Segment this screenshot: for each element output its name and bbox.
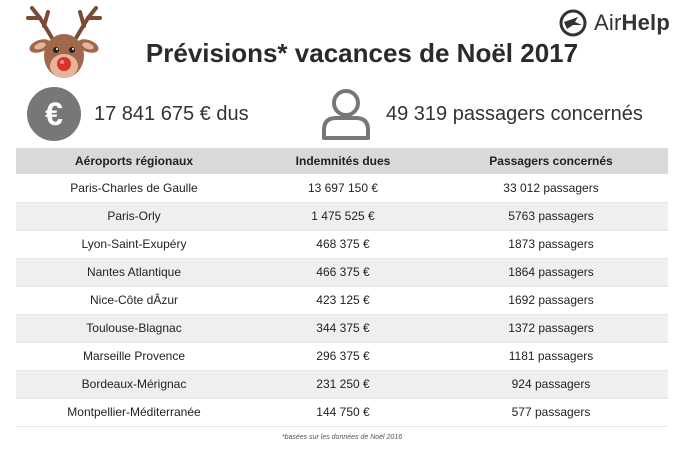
passengers-total: 49 319 passagers concernés — [386, 102, 643, 125]
table-row: Nice-Côte dÂzur 423 125 € 1692 passagers — [16, 286, 668, 315]
table-row: Paris-Orly 1 475 525 € 5763 passagers — [16, 202, 668, 231]
passengers-cell: 1864 passagers — [434, 258, 668, 287]
table-row: Nantes Atlantique 466 375 € 1864 passage… — [16, 258, 668, 287]
compensation-cell: 468 375 € — [252, 230, 434, 259]
airhelp-logo: AirHelp — [558, 8, 670, 38]
airport-cell: Nice-Côte dÂzur — [16, 286, 252, 315]
compensation-cell: 231 250 € — [252, 370, 434, 399]
compensation-cell: 466 375 € — [252, 258, 434, 287]
footnote: *basées sur les données de Noël 2016 — [281, 434, 403, 441]
compensation-cell: 1 475 525 € — [252, 202, 434, 231]
compensation-cell: 296 375 € — [252, 342, 434, 371]
airport-cell: Bordeaux-Mérignac — [16, 370, 252, 399]
compensation-stat: € 17 841 675 € dus — [26, 86, 249, 142]
passengers-cell: 33 012 passagers — [434, 174, 668, 203]
compensation-cell: 344 375 € — [252, 314, 434, 343]
airport-cell: Marseille Provence — [16, 342, 252, 371]
table-row: Bordeaux-Mérignac 231 250 € 924 passager… — [16, 370, 668, 399]
airport-cell: Toulouse-Blagnac — [16, 314, 252, 343]
column-header-passengers: Passagers concernés — [434, 148, 668, 174]
passengers-cell: 577 passagers — [434, 398, 668, 427]
compensation-total: 17 841 675 € dus — [94, 102, 249, 125]
passengers-stat: 49 319 passagers concernés — [318, 86, 643, 142]
passengers-cell: 1181 passagers — [434, 342, 668, 371]
table-row: Paris-Charles de Gaulle 13 697 150 € 33 … — [16, 174, 668, 203]
table-row: Montpellier-Méditerranée 144 750 € 577 p… — [16, 398, 668, 427]
table-row: Lyon-Saint-Exupéry 468 375 € 1873 passag… — [16, 230, 668, 259]
column-header-airport: Aéroports régionaux — [16, 148, 252, 174]
svg-text:€: € — [45, 96, 63, 132]
compensation-cell: 13 697 150 € — [252, 174, 434, 203]
airports-table: Aéroports régionaux Indemnités dues Pass… — [16, 148, 668, 427]
compensation-cell: 423 125 € — [252, 286, 434, 315]
passengers-cell: 924 passagers — [434, 370, 668, 399]
table-header-row: Aéroports régionaux Indemnités dues Pass… — [16, 148, 668, 174]
table-row: Marseille Provence 296 375 € 1181 passag… — [16, 342, 668, 371]
compensation-cell: 144 750 € — [252, 398, 434, 427]
euro-icon: € — [27, 87, 81, 141]
passengers-cell: 1372 passagers — [434, 314, 668, 343]
column-header-compensation: Indemnités dues — [252, 148, 434, 174]
airport-cell: Montpellier-Méditerranée — [16, 398, 252, 427]
airhelp-logo-icon — [559, 9, 587, 37]
airport-cell: Nantes Atlantique — [16, 258, 252, 287]
reindeer-icon — [26, 6, 102, 78]
page-title: Prévisions* vacances de Noël 2017 — [145, 38, 579, 68]
airport-cell: Paris-Charles de Gaulle — [16, 174, 252, 203]
passengers-cell: 1873 passagers — [434, 230, 668, 259]
airhelp-logo-text: AirHelp — [594, 10, 670, 35]
passengers-cell: 5763 passagers — [434, 202, 668, 231]
passengers-cell: 1692 passagers — [434, 286, 668, 315]
airport-cell: Lyon-Saint-Exupéry — [16, 230, 252, 259]
table-row: Toulouse-Blagnac 344 375 € 1372 passager… — [16, 314, 668, 343]
airport-cell: Paris-Orly — [16, 202, 252, 231]
person-icon — [322, 89, 370, 140]
